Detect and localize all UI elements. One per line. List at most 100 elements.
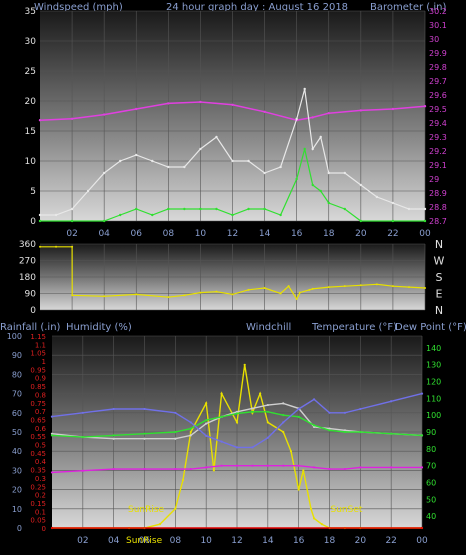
data-point: [205, 419, 208, 422]
series-temperature: [50, 363, 424, 530]
x-tick-label: 00: [416, 536, 428, 546]
temperature-tick-label: 140: [426, 344, 441, 353]
data-point: [263, 171, 266, 175]
barometer-tick-label: 29.5: [429, 105, 447, 114]
rainfall-tick-label: 0.1: [35, 508, 46, 516]
data-point: [39, 245, 41, 248]
barometer-tick-label: 29.2: [429, 147, 447, 156]
compass-label: N: [435, 238, 443, 251]
data-point: [50, 434, 54, 437]
data-point: [112, 467, 115, 471]
chart-title: 24 hour graph day : August 16 2018: [166, 2, 348, 13]
data-point: [423, 219, 427, 223]
data-point: [205, 422, 208, 425]
data-point: [312, 466, 316, 469]
windspeed-tick-label: 5: [30, 187, 36, 197]
data-point: [251, 446, 254, 449]
temperature-ticks: 40 50 60 70 80 90 100 110 120 130 140: [426, 344, 441, 521]
data-point: [312, 398, 316, 401]
x-tick-label: 04: [108, 536, 120, 546]
data-point: [243, 363, 246, 366]
temperature-tick-label: 90: [426, 428, 436, 437]
barometer-tick-label: 30.2: [429, 7, 447, 16]
barometer-tick-label: 29.1: [429, 161, 447, 170]
data-point: [235, 421, 239, 424]
data-point: [282, 430, 285, 434]
rainfall-tick-label: 0.6: [35, 425, 47, 433]
data-point: [135, 153, 138, 157]
x-tick-label: 14: [259, 229, 271, 239]
data-point: [167, 102, 170, 105]
data-point: [312, 424, 316, 427]
x-tick-label: 06: [139, 536, 151, 546]
humidity-tick-label: 10: [12, 505, 22, 514]
data-point: [143, 407, 146, 411]
data-point: [151, 213, 154, 217]
rainfall-tick-label: 0.35: [30, 467, 46, 475]
data-point: [231, 159, 234, 163]
rainfall-ticks: 00.050.10.150.20.250.30.350.40.450.50.55…: [30, 333, 46, 533]
rainfall-tick-label: 0.7: [35, 408, 46, 416]
windspeed-ticks: 0 5 10 15 20 25 30 35: [25, 7, 37, 227]
data-point: [266, 410, 269, 413]
rainfall-tick-label: 0.65: [30, 416, 46, 424]
rainfall-tick-label: 0.15: [30, 500, 46, 508]
humidity-tick-label: 90: [12, 351, 22, 360]
barometer-tick-label: 30: [429, 35, 439, 44]
barometer-tick-label: 29.7: [429, 77, 447, 86]
data-point: [50, 432, 54, 435]
data-point: [247, 288, 250, 291]
barometer-tick-label: 29.3: [429, 133, 447, 142]
data-point: [151, 159, 154, 163]
data-point: [319, 189, 322, 193]
data-point: [135, 207, 138, 211]
direction-tick-label: 90: [25, 290, 37, 300]
rainfall-tick-label: 1.1: [35, 341, 46, 349]
data-point: [112, 437, 115, 440]
data-point: [391, 219, 395, 223]
dewpoint-axis-label: Dew Point (°F): [395, 322, 466, 333]
data-point: [359, 109, 363, 112]
data-point: [174, 411, 177, 414]
x-ticks-wind: 02 04 06 08 10 12 14 16 18 20 22 00: [66, 229, 431, 239]
data-point: [420, 466, 424, 469]
data-point: [135, 293, 138, 296]
compass-label: E: [436, 288, 443, 301]
barometer-tick-label: 29.8: [429, 63, 447, 72]
data-point: [327, 201, 330, 205]
data-point: [282, 464, 285, 467]
humidity-tick-label: 20: [12, 486, 22, 495]
windspeed-axis-label: Windspeed (mph): [34, 2, 123, 13]
data-point: [50, 471, 54, 474]
rainfall-tick-label: 0.05: [30, 517, 46, 525]
data-point: [50, 526, 54, 530]
data-point: [375, 283, 378, 286]
data-point: [199, 291, 202, 294]
x-tick-label: 10: [200, 536, 212, 546]
compass-label: N: [435, 304, 443, 317]
rainfall-tick-label: 0.45: [30, 450, 46, 458]
data-point: [297, 464, 300, 467]
barometer-ticks: 28.7 28.8 28.9 29 29.1 29.2 29.3 29.4 29.5 29.6 29…: [429, 7, 447, 226]
x-tick-label: 20: [355, 536, 367, 546]
data-point: [319, 135, 322, 139]
data-point: [247, 207, 250, 211]
rainfall-tick-label: 0.25: [30, 483, 46, 491]
data-point: [298, 291, 301, 294]
grid-temperature: [52, 335, 423, 529]
humidity-tick-label: 40: [12, 447, 22, 456]
data-point: [251, 410, 254, 413]
data-point: [303, 87, 306, 91]
data-point: [327, 171, 330, 175]
windspeed-tick-label: 20: [25, 97, 37, 107]
data-point: [303, 147, 306, 151]
humidity-tick-label: 30: [12, 466, 22, 475]
data-point: [282, 421, 285, 424]
data-point: [343, 207, 346, 211]
data-point: [263, 110, 266, 114]
x-tick-label: 04: [98, 229, 110, 239]
data-point: [167, 165, 170, 169]
data-point: [38, 219, 42, 223]
data-point: [266, 436, 269, 439]
